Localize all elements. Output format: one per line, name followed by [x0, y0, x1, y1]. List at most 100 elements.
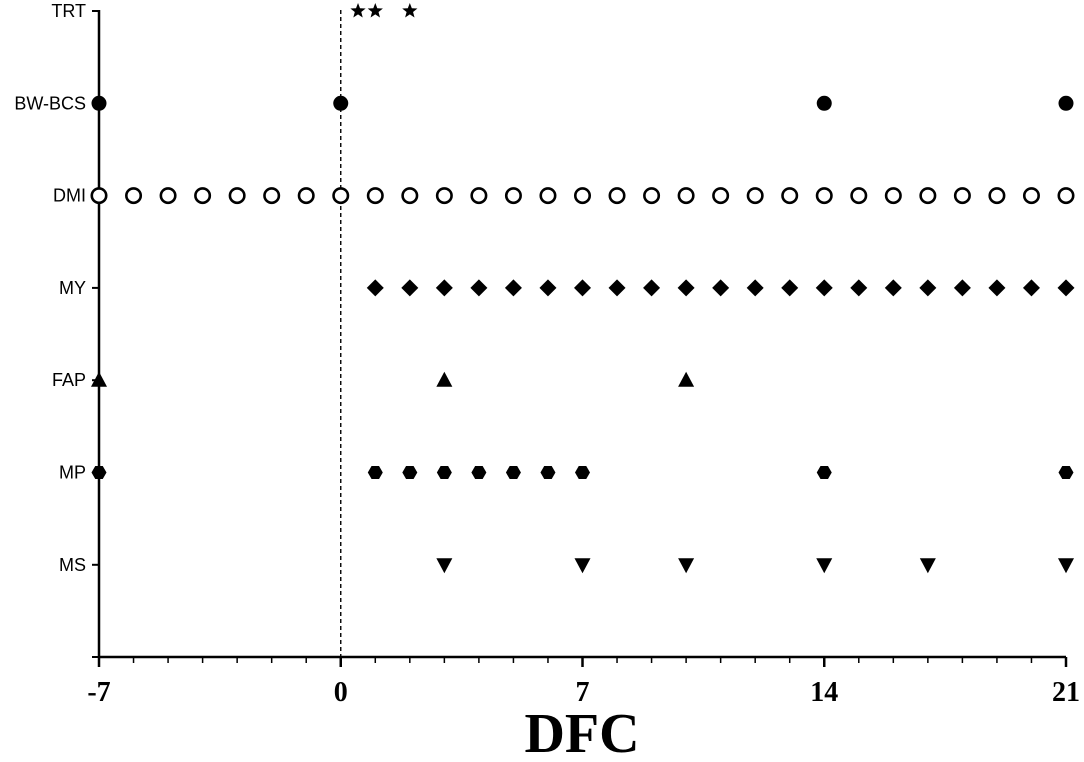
point-dmi	[297, 187, 315, 205]
series-trt-markers	[350, 3, 418, 18]
point-dmi	[643, 187, 661, 205]
point-mp	[367, 466, 383, 479]
point-my	[643, 279, 661, 297]
point-my	[574, 279, 591, 297]
point-my	[953, 279, 971, 297]
point-dmi	[781, 187, 799, 205]
y-tick-label: DMI	[53, 186, 86, 206]
series-bw-bcs-markers	[91, 95, 1074, 111]
y-tick-label: MP	[59, 463, 86, 483]
point-dmi	[90, 187, 108, 205]
point-bw-bcs	[1058, 95, 1074, 111]
point-my	[850, 279, 868, 297]
point-mp	[471, 466, 487, 479]
point-mp	[91, 466, 107, 479]
point-ms	[574, 558, 591, 574]
point-dmi	[1057, 187, 1075, 205]
point-ms	[816, 558, 833, 574]
series-my-markers	[366, 279, 1075, 297]
point-dmi	[470, 187, 488, 205]
y-tick-label: MS	[59, 555, 86, 575]
x-tick-label: 21	[1052, 677, 1080, 708]
point-dmi	[884, 187, 902, 205]
point-dmi	[504, 187, 522, 205]
point-dmi	[1022, 187, 1040, 205]
point-mp	[505, 466, 521, 479]
point-my	[1022, 279, 1040, 297]
point-my	[919, 279, 937, 297]
point-ms	[919, 558, 936, 574]
point-my	[677, 279, 695, 297]
point-my	[401, 279, 419, 297]
point-fap	[678, 371, 695, 387]
x-axis-title: DFC	[524, 703, 639, 762]
point-dmi	[712, 187, 730, 205]
point-my	[746, 279, 764, 297]
point-dmi	[608, 187, 626, 205]
point-dmi	[677, 187, 695, 205]
point-my	[539, 279, 557, 297]
point-my	[366, 279, 384, 297]
y-tick-label: BW-BCS	[14, 93, 86, 113]
point-dmi	[919, 187, 937, 205]
point-my	[712, 279, 730, 297]
point-trt	[350, 3, 366, 18]
point-my	[988, 279, 1006, 297]
point-my	[815, 279, 833, 297]
point-bw-bcs	[816, 95, 832, 111]
point-mp	[436, 466, 452, 479]
point-trt	[402, 3, 418, 18]
point-my	[781, 279, 799, 297]
x-tick-group: -7 0 7 14 21	[87, 657, 1080, 708]
series-dmi-markers	[90, 187, 1075, 205]
point-mp	[575, 466, 590, 479]
point-ms	[436, 558, 453, 574]
point-fap	[91, 371, 107, 387]
point-dmi	[850, 187, 868, 205]
point-dmi	[159, 187, 177, 205]
x-tick-label: 0	[334, 677, 348, 708]
point-dmi	[263, 187, 281, 205]
y-tick-label: FAP	[52, 370, 86, 390]
series-ms-markers	[436, 558, 1074, 574]
point-fap	[436, 371, 453, 387]
series-mp-markers	[91, 466, 1074, 479]
point-dmi	[366, 187, 384, 205]
point-dmi	[988, 187, 1006, 205]
x-tick-label: 7	[576, 677, 590, 708]
point-dmi	[573, 187, 591, 205]
point-ms	[678, 558, 695, 574]
x-tick-label: 14	[810, 677, 838, 708]
point-bw-bcs	[91, 95, 107, 111]
y-tick-label: MY	[59, 278, 86, 298]
point-mp	[1058, 466, 1074, 479]
series-fap-markers	[91, 371, 695, 387]
point-dmi	[539, 187, 557, 205]
point-dmi	[332, 187, 350, 205]
point-dmi	[194, 187, 212, 205]
point-my	[884, 279, 902, 297]
point-dmi	[746, 187, 764, 205]
point-mp	[540, 466, 556, 479]
y-tick-label: TRT	[51, 1, 86, 21]
point-my	[1057, 279, 1075, 297]
point-dmi	[435, 187, 453, 205]
point-dmi	[953, 187, 971, 205]
marker-group	[90, 3, 1075, 574]
point-dmi	[401, 187, 419, 205]
point-my	[504, 279, 522, 297]
point-dmi	[125, 187, 143, 205]
point-dmi	[815, 187, 833, 205]
point-mp	[402, 466, 418, 479]
y-tick-group: TRT BW-BCS DMI MY FAP MP MS	[14, 1, 99, 658]
point-mp	[816, 466, 832, 479]
point-dmi	[228, 187, 246, 205]
point-ms	[1058, 558, 1074, 574]
x-tick-label: -7	[87, 677, 110, 708]
point-my	[608, 279, 626, 297]
point-my	[470, 279, 488, 297]
point-my	[435, 279, 453, 297]
point-trt	[367, 3, 383, 18]
point-bw-bcs	[333, 95, 349, 111]
